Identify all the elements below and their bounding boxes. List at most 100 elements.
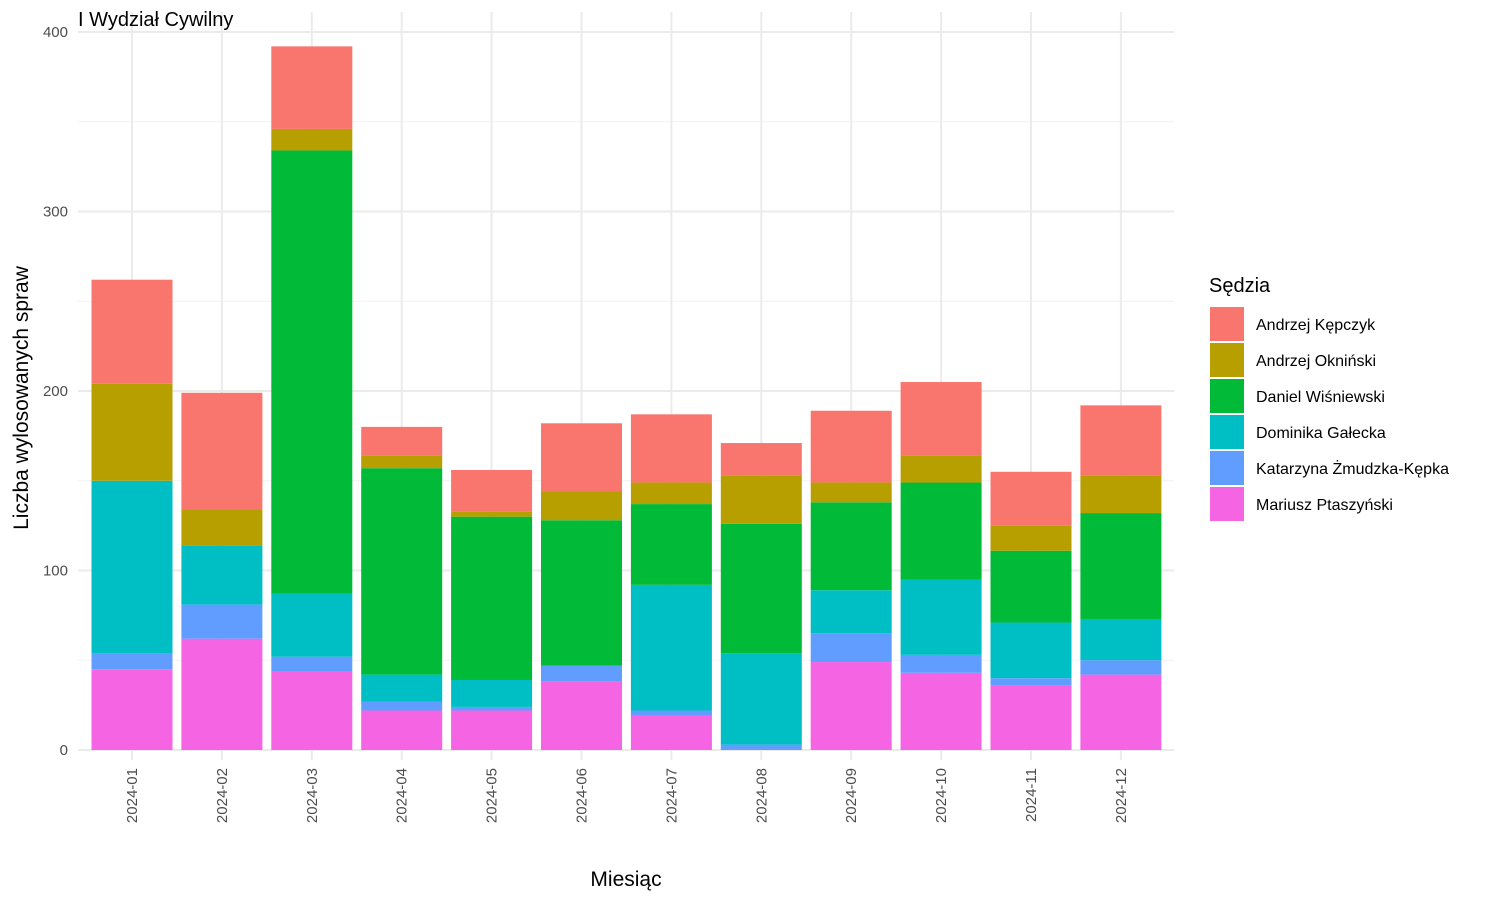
chart-title: I Wydział Cywilny	[78, 9, 233, 31]
legend-swatch	[1210, 343, 1244, 377]
bar-segment	[451, 511, 533, 517]
bar-segment	[900, 382, 982, 456]
bar-segment	[451, 469, 533, 512]
bar-segment	[990, 550, 1072, 623]
bar-segment	[1080, 405, 1162, 476]
bar-segment	[541, 665, 622, 682]
bar-segment	[990, 685, 1072, 750]
legend-title: Sędzia	[1209, 275, 1271, 297]
bar-segment	[990, 471, 1072, 526]
bars	[91, 46, 1162, 750]
bar-segment	[810, 590, 892, 634]
bar-segment	[630, 482, 712, 505]
x-axis-title: Miesiąc	[590, 868, 661, 891]
bar-segment	[91, 653, 173, 670]
y-axis-title: Liczba wylosowanych spraw	[10, 265, 33, 530]
bar-segment	[900, 672, 982, 750]
bar-segment	[900, 455, 982, 483]
x-tick-label: 2024-01	[124, 768, 141, 823]
bar-segment	[271, 593, 353, 657]
bar-segment	[1080, 618, 1162, 661]
bar-segment	[990, 525, 1072, 551]
y-tick-label: 0	[60, 742, 68, 759]
bar-segment	[361, 468, 443, 675]
bar-segment	[720, 653, 802, 745]
legend-swatch	[1210, 487, 1244, 521]
legend-label: Mariusz Ptaszyński	[1256, 497, 1393, 514]
legend-swatch	[1210, 451, 1244, 485]
bar-segment	[541, 491, 622, 521]
y-axis-ticks: 0 100 200 300 400	[43, 24, 68, 759]
bar-segment	[91, 383, 173, 481]
bar-segment	[630, 710, 712, 716]
bar-segment	[900, 482, 982, 580]
bar-segment	[451, 679, 533, 707]
legend-label: Dominika Gałecka	[1256, 425, 1386, 442]
bar-segment	[541, 520, 622, 666]
bar-segment	[451, 516, 533, 680]
legend-label: Andrzej Okniński	[1256, 353, 1376, 370]
bar-segment	[1080, 660, 1162, 675]
x-tick-label: 2024-10	[933, 768, 950, 823]
legend-label: Andrzej Kępczyk	[1256, 317, 1376, 334]
bar-segment	[271, 656, 353, 672]
x-tick-label: 2024-08	[753, 768, 770, 823]
bar-segment	[361, 426, 443, 456]
x-tick-label: 2024-07	[663, 768, 680, 823]
bar-segment	[1080, 674, 1162, 750]
bar-segment	[91, 669, 173, 750]
x-tick-label: 2024-02	[214, 768, 231, 823]
y-tick-label: 200	[43, 383, 68, 400]
bar-segment	[361, 710, 443, 750]
bar-segment	[990, 678, 1072, 686]
legend: Sędzia Andrzej Kępczyk Andrzej Okniński Da…	[1209, 275, 1449, 521]
bar-segment	[91, 480, 173, 654]
bar-segment	[630, 715, 712, 750]
bar-segment	[181, 392, 263, 510]
bar-segment	[1080, 513, 1162, 619]
bar-segment	[271, 671, 353, 750]
bar-segment	[451, 710, 533, 750]
x-tick-label: 2024-03	[304, 768, 321, 823]
legend-label: Katarzyna Żmudzka-Kępka	[1256, 459, 1449, 478]
bar-segment	[720, 475, 802, 524]
bar-segment	[181, 509, 263, 546]
bar-segment	[810, 633, 892, 663]
bar-segment	[361, 674, 443, 702]
y-tick-label: 400	[43, 24, 68, 41]
bar-segment	[181, 545, 263, 605]
x-tick-label: 2024-04	[394, 768, 411, 823]
legend-swatch	[1210, 307, 1244, 341]
bar-segment	[271, 46, 353, 129]
bar-segment	[990, 622, 1072, 679]
bar-segment	[900, 654, 982, 673]
bar-segment	[630, 504, 712, 585]
bar-segment	[91, 279, 173, 384]
bar-segment	[810, 502, 892, 591]
x-tick-label: 2024-06	[574, 768, 591, 823]
x-tick-label: 2024-09	[843, 768, 860, 823]
bar-segment	[810, 662, 892, 750]
bar-segment	[271, 128, 353, 151]
bar-segment	[541, 423, 622, 492]
x-axis-ticks: 2024-01 2024-02 2024-03 2024-04 2024-05 2024-…	[124, 768, 1130, 823]
bar-segment	[720, 744, 802, 750]
bar-segment	[181, 638, 263, 750]
bar-segment	[810, 482, 892, 503]
legend-swatch	[1210, 415, 1244, 449]
legend-swatch	[1210, 379, 1244, 413]
bar-segment	[271, 150, 353, 594]
bar-segment	[181, 604, 263, 639]
bar-segment	[451, 706, 533, 711]
x-tick-label: 2024-11	[1023, 768, 1040, 822]
bar-segment	[720, 523, 802, 654]
bar-segment	[361, 701, 443, 711]
x-tick-label: 2024-12	[1113, 768, 1130, 823]
y-tick-label: 300	[43, 204, 68, 221]
x-tick-label: 2024-05	[484, 768, 501, 823]
bar-segment	[810, 410, 892, 483]
bar-segment	[361, 455, 443, 469]
bar-segment	[541, 681, 622, 750]
bar-segment	[630, 414, 712, 483]
y-tick-label: 100	[43, 563, 68, 580]
